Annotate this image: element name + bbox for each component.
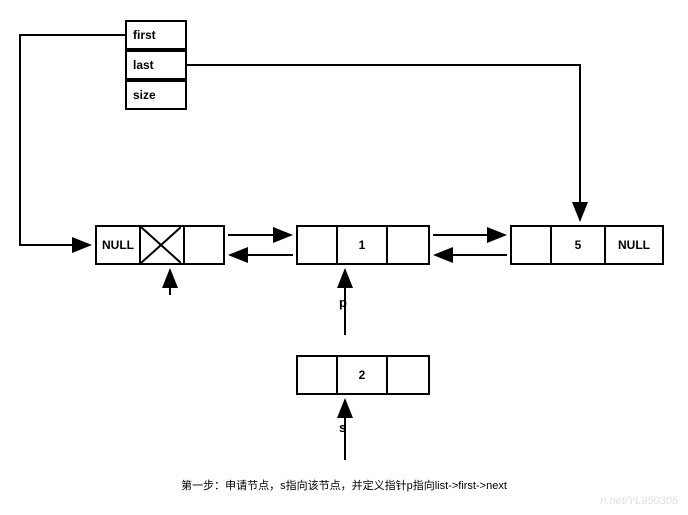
- node-1-next: [388, 227, 428, 263]
- node-5-next: NULL: [606, 227, 662, 263]
- node-2: 2: [296, 355, 430, 395]
- header-field-last: last: [125, 50, 187, 80]
- sentinel-prev-label: NULL: [102, 238, 134, 252]
- node-5-data: 5: [552, 227, 606, 263]
- pointer-p-label: p: [339, 295, 347, 310]
- node-5-next-label: NULL: [618, 238, 650, 252]
- node-1-data: 1: [338, 227, 388, 263]
- node-2-prev: [298, 357, 338, 393]
- header-label-last: last: [133, 58, 154, 72]
- cross-icon: [141, 227, 181, 263]
- sentinel-next: [185, 227, 223, 263]
- node-2-value: 2: [359, 368, 366, 382]
- pointer-s-label: s: [339, 420, 346, 435]
- caption-text: 第一步：申请节点，s指向该节点，并定义指针p指向list->first->nex…: [0, 477, 688, 493]
- node-2-next: [388, 357, 428, 393]
- node-2-data: 2: [338, 357, 388, 393]
- sentinel-data-cross: [141, 227, 185, 263]
- node-5: 5 NULL: [510, 225, 664, 265]
- sentinel-node: NULL: [95, 225, 225, 265]
- node-1-prev: [298, 227, 338, 263]
- header-field-first: first: [125, 20, 187, 50]
- node-1: 1: [296, 225, 430, 265]
- sentinel-prev: NULL: [97, 227, 141, 263]
- arrow-last-to-node5: [187, 65, 580, 220]
- watermark-text: n.net/YL950305: [600, 495, 678, 507]
- node-5-prev: [512, 227, 552, 263]
- header-label-first: first: [133, 28, 156, 42]
- header-label-size: size: [133, 88, 156, 102]
- node-5-value: 5: [575, 238, 582, 252]
- node-1-value: 1: [359, 238, 366, 252]
- arrow-first-to-sentinel: [20, 35, 125, 245]
- header-field-size: size: [125, 80, 187, 110]
